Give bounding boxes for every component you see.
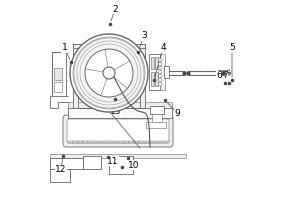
Circle shape [159, 70, 162, 74]
Circle shape [159, 62, 162, 66]
Circle shape [103, 67, 115, 79]
Bar [68, 102, 172, 108]
Bar [50, 158, 83, 169]
Circle shape [159, 66, 162, 70]
Bar [50, 169, 70, 182]
Bar [50, 154, 186, 158]
Bar [94, 141, 98, 143]
Circle shape [159, 58, 162, 62]
Bar [54, 68, 62, 80]
Bar [164, 66, 169, 78]
Circle shape [159, 78, 162, 82]
Bar [109, 156, 133, 174]
Bar [124, 141, 129, 143]
Bar [160, 54, 165, 90]
Bar [149, 54, 160, 90]
Text: 11: 11 [107, 156, 119, 166]
Text: 1: 1 [61, 44, 67, 52]
Bar [150, 106, 164, 114]
Text: 13: 13 [110, 108, 122, 116]
Bar [104, 141, 108, 143]
Bar [165, 141, 169, 143]
Bar [160, 141, 164, 143]
Bar [78, 141, 83, 143]
Text: 6: 6 [216, 72, 222, 80]
Bar [73, 44, 78, 108]
Bar [140, 141, 144, 143]
Bar [146, 122, 166, 128]
Circle shape [85, 49, 133, 97]
Bar [134, 141, 139, 143]
Text: 2: 2 [112, 4, 118, 14]
Bar [83, 156, 101, 169]
Circle shape [73, 37, 145, 109]
Bar [145, 141, 149, 143]
Text: 10: 10 [128, 160, 140, 170]
Text: 3: 3 [141, 31, 147, 40]
Bar [151, 57, 154, 69]
Circle shape [159, 82, 162, 86]
Bar [99, 141, 103, 143]
FancyBboxPatch shape [67, 119, 169, 143]
Bar [54, 82, 62, 92]
Circle shape [159, 74, 162, 78]
Bar [119, 141, 124, 143]
Bar [223, 70, 226, 76]
Circle shape [70, 34, 148, 112]
Bar [68, 141, 73, 143]
Bar [78, 86, 140, 96]
Text: 9: 9 [174, 108, 180, 117]
Bar [155, 72, 158, 86]
Bar [151, 72, 154, 86]
Bar [152, 114, 162, 122]
Bar [73, 141, 78, 143]
Text: 4: 4 [160, 44, 166, 52]
Bar [109, 141, 113, 143]
Bar [129, 141, 134, 143]
Bar [140, 44, 145, 108]
Text: 5: 5 [229, 44, 235, 52]
Bar [52, 52, 66, 96]
Bar [88, 141, 93, 143]
Bar [155, 57, 158, 69]
Text: 7: 7 [222, 72, 228, 80]
FancyBboxPatch shape [63, 115, 173, 147]
Bar [150, 141, 154, 143]
Bar [78, 78, 140, 86]
Bar [114, 141, 118, 143]
Bar [68, 108, 172, 118]
Bar [155, 141, 159, 143]
Bar [73, 44, 145, 48]
Bar [83, 141, 88, 143]
Text: 12: 12 [55, 166, 67, 174]
Bar [218, 70, 223, 75]
